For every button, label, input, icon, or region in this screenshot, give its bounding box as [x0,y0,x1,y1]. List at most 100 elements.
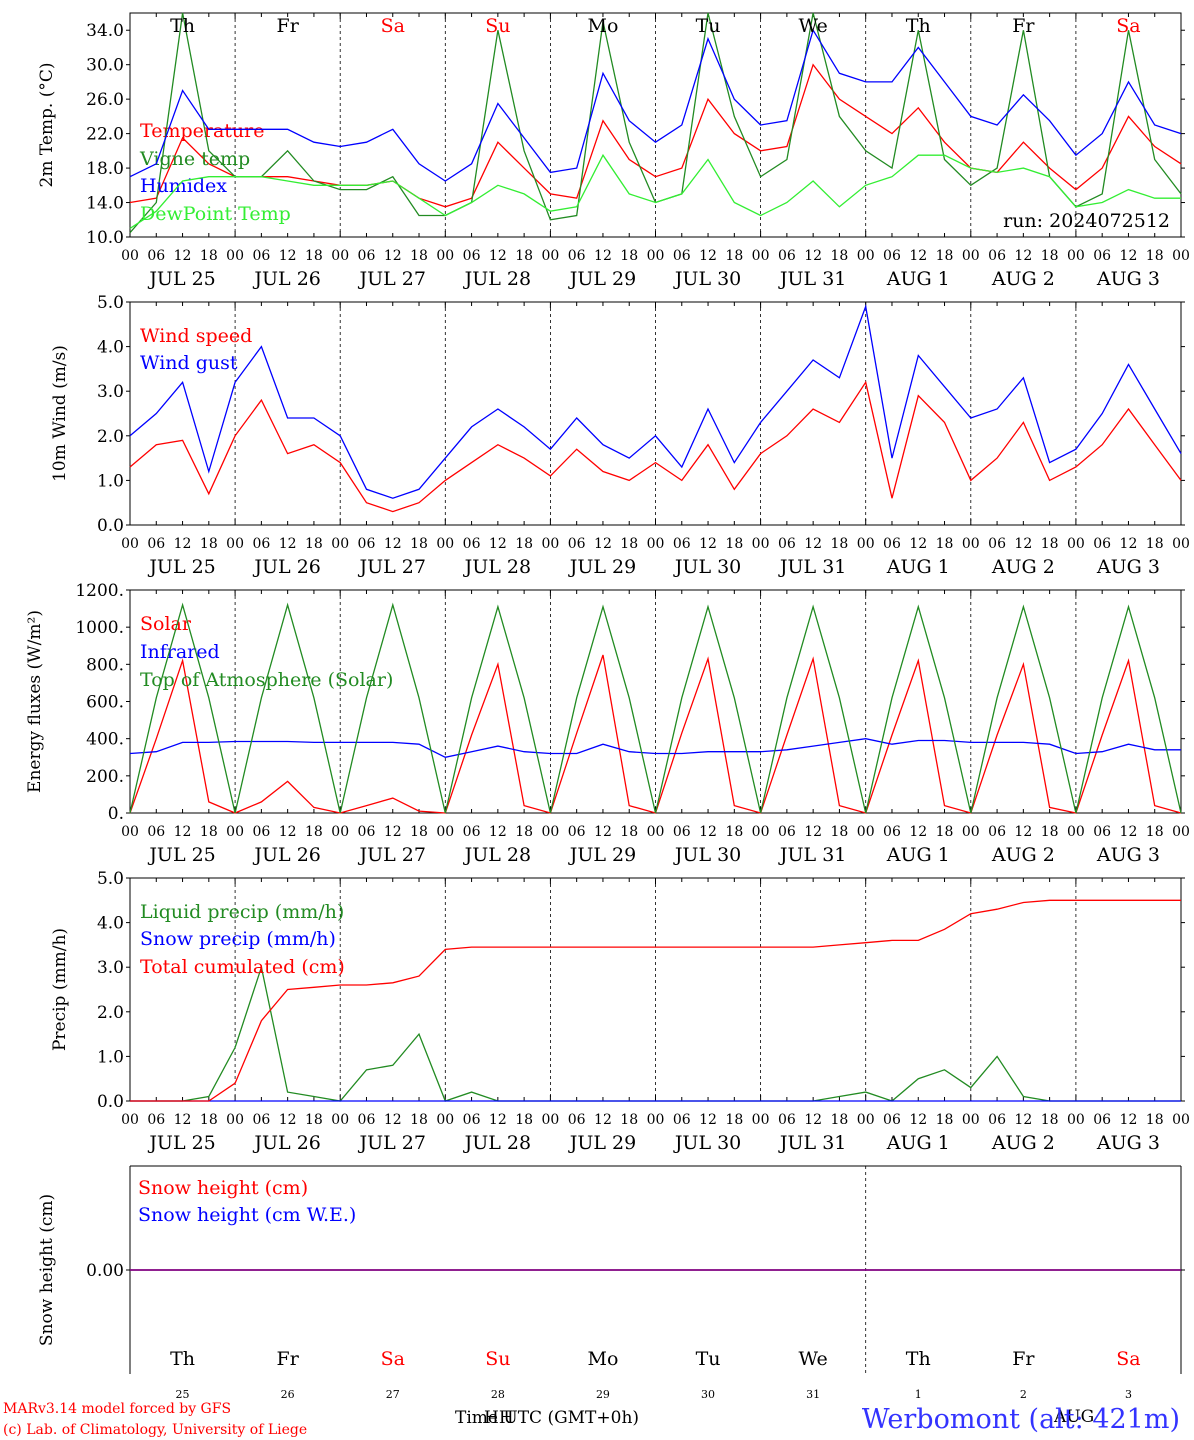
y-tick-label: 0.0 [97,1092,124,1112]
day-name-label: Th [170,1348,195,1370]
x-date-label: JUL 31 [778,1132,846,1154]
x-hour-label: 00 [121,536,139,552]
legend-entry: Humidex [140,175,227,197]
x-hour-label: 18 [1041,824,1059,840]
series-line-4 [129,153,1181,229]
x-hour-label: 06 [568,248,586,264]
x-hour-label: 12 [1120,248,1138,264]
y-tick-label: 3.0 [97,958,124,978]
x-hour-label: 18 [1041,536,1059,552]
day-name-label: Fr [1012,15,1035,37]
x-hour-label: 18 [936,248,954,264]
x-hour-label: 06 [358,1112,376,1128]
x-hour-label: 06 [778,248,796,264]
y-tick-label: 1.0 [97,471,124,491]
x-hour-label: 12 [174,248,192,264]
x-hour-label: 06 [147,536,165,552]
y-tick-label: 5.0 [97,293,124,313]
x-date-label: AUG 3 [1096,556,1160,578]
run-label: run: 2024072512 [1003,210,1170,232]
x-hour-label: 12 [279,248,297,264]
x-hour-label: 12 [489,1112,507,1128]
y-tick-label: 10.0 [86,228,124,248]
y-tick-label: 800. [86,655,124,675]
x-hour-label: 00 [857,824,875,840]
x-hour-label: 12 [909,536,927,552]
x-hour-label: 00 [226,1112,244,1128]
x-hour-label: 18 [200,824,218,840]
day-name-label: Tu [696,1348,721,1370]
x-hour-label: 06 [883,1112,901,1128]
x-hour-label: 00 [857,1112,875,1128]
x-hour-label: 06 [1093,536,1111,552]
x-date-label: AUG 3 [1096,268,1160,290]
x-hour-label: 18 [410,824,428,840]
x-hour-label: 06 [1093,1112,1111,1128]
x-hour-label: 00 [1067,824,1085,840]
x-hour-label: 06 [568,1112,586,1128]
series-line-3 [129,28,1182,182]
y-tick-label: 400. [86,730,124,750]
day-name-label: Su [485,1348,510,1370]
day-number-label: 27 [386,1388,400,1401]
panel-1: 10.0 14.0 18.0 22.0 26.0 30.0 34.0 2m Temp. (°C… [37,12,1190,290]
x-hour-label: 06 [988,824,1006,840]
x-date-label: JUL 26 [252,844,320,866]
x-hour-label: 18 [410,536,428,552]
x-hour-label: 00 [647,536,665,552]
x-hour-label: 18 [831,536,849,552]
day-name-label: We [799,15,828,37]
day-number-label: 25 [176,1388,190,1401]
x-date-label: JUL 29 [568,1132,636,1154]
x-hour-label: 12 [804,824,822,840]
x-hour-label: 12 [699,824,717,840]
x-hour-label: 00 [752,536,770,552]
x-hour-label: 00 [541,824,559,840]
x-hour-label: 06 [463,536,481,552]
x-date-label: JUL 29 [568,556,636,578]
x-date-label: JUL 30 [673,268,741,290]
day-number-label: 30 [701,1388,715,1401]
x-date-label: JUL 25 [147,556,215,578]
x-date-label: JUL 27 [358,268,426,290]
x-hour-label: 12 [594,248,612,264]
x-hour-label: 12 [384,536,402,552]
x-hour-label: 00 [331,1112,349,1128]
x-hour-label: 12 [489,536,507,552]
day-number-label: 28 [491,1388,505,1401]
x-hour-label: 12 [384,824,402,840]
x-hour-label: 00 [541,536,559,552]
x-hour-label: 18 [410,248,428,264]
x-hour-label: 00 [436,536,454,552]
day-name-label: Th [906,1348,931,1370]
x-hour-label: 00 [121,248,139,264]
series-line-3 [129,602,1182,814]
x-hour-label: 12 [279,824,297,840]
panel-5: 0.00 Snow height (cm) Snow height (cm) Snow… [37,1165,1185,1401]
x-hour-label: 12 [279,1112,297,1128]
x-hour-label: 00 [1067,1112,1085,1128]
x-hour-label: 18 [725,248,743,264]
day-name-label: Mo [587,1348,618,1370]
x-hour-label: 06 [1093,824,1111,840]
x-hour-label: 00 [331,248,349,264]
x-hour-label: 18 [305,536,323,552]
y-tick-label: 0. [108,804,124,824]
day-name-label: Sa [381,15,405,37]
legend-entry: DewPoint Temp [140,203,291,225]
y-tick-label: 4.0 [97,914,124,934]
x-hour-label: 00 [1172,536,1190,552]
x-hour-label: 00 [962,1112,980,1128]
day-name-label: We [799,1348,828,1370]
x-hour-label: 00 [752,248,770,264]
x-date-label: AUG 1 [886,556,950,578]
x-date-label: JUL 31 [778,844,846,866]
x-date-label: JUL 31 [778,556,846,578]
series-line-3 [130,899,1181,1102]
x-hour-label: 18 [620,536,638,552]
x-date-label: JUL 29 [568,268,636,290]
x-hour-label: 18 [410,1112,428,1128]
series-line-2 [129,304,1182,499]
x-date-label: JUL 25 [147,268,215,290]
